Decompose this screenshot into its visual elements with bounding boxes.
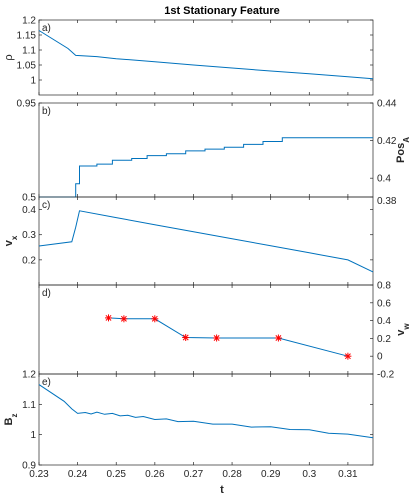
axes-box-5 bbox=[38, 373, 374, 466]
x-tick-label: 0.3 bbox=[302, 469, 316, 480]
y-tick-label: 0.5 bbox=[22, 193, 36, 204]
y-tick-label: 1.15 bbox=[17, 31, 37, 42]
x-tick-label: 0.23 bbox=[29, 469, 49, 480]
y-tick-label: 1.05 bbox=[17, 61, 37, 72]
y-right-axis-label-2-sub: A bbox=[402, 137, 411, 143]
y-axis-label-3-sub: x bbox=[10, 235, 19, 240]
figure-title: 1st Stationary Feature bbox=[164, 5, 280, 17]
asterisk-stroke bbox=[151, 315, 158, 322]
series-line-3 bbox=[38, 210, 374, 273]
y-tick-label: 1.2 bbox=[22, 370, 36, 381]
y-right-tick-label: 0.38 bbox=[377, 196, 397, 207]
y-axis-label-3: vx bbox=[3, 235, 19, 246]
y-right-axis-label-2-main: Pos bbox=[395, 143, 407, 163]
y-right-axis-label-4-sub: w bbox=[402, 323, 411, 331]
data-point-asterisk bbox=[105, 314, 112, 322]
series-line-4 bbox=[108, 317, 349, 357]
asterisk-stroke bbox=[344, 353, 351, 360]
series-line-5 bbox=[38, 384, 374, 439]
y-axis-label-5: Bz bbox=[3, 414, 19, 426]
x-tick-label: 0.27 bbox=[184, 469, 204, 480]
y-right-tick-label: 0.6 bbox=[377, 298, 391, 309]
y-tick-label: 1 bbox=[30, 430, 36, 441]
axes-box-2 bbox=[38, 102, 374, 198]
x-tick-label: 0.26 bbox=[145, 469, 165, 480]
y-right-tick-label: 0.8 bbox=[377, 281, 391, 292]
y-tick-label: 1.1 bbox=[22, 400, 36, 411]
y-right-tick-label: 0.2 bbox=[377, 334, 391, 345]
x-axis-label: t bbox=[220, 484, 224, 496]
y-tick-label: 0.95 bbox=[17, 99, 37, 110]
asterisk-stroke bbox=[275, 335, 282, 341]
y-right-tick-label: 0.4 bbox=[377, 174, 391, 185]
y-tick-label: 1.1 bbox=[22, 46, 36, 57]
data-point-asterisk bbox=[182, 334, 190, 341]
asterisk-stroke bbox=[105, 314, 112, 321]
axes-box-3 bbox=[38, 196, 374, 286]
x-tick-label: 0.31 bbox=[338, 469, 358, 480]
series-line-2 bbox=[39, 137, 373, 198]
y-axis-label-5-sub: z bbox=[10, 414, 19, 418]
y-axis-label-5-main: B bbox=[3, 417, 15, 425]
asterisk-stroke bbox=[182, 334, 189, 341]
panel-label-4: d) bbox=[42, 288, 51, 299]
y-tick-label: 1 bbox=[30, 76, 36, 87]
data-point-asterisk bbox=[344, 352, 352, 360]
panel-label-1: a) bbox=[42, 23, 51, 34]
data-point-asterisk bbox=[120, 315, 128, 323]
x-tick-label: 0.24 bbox=[68, 469, 88, 480]
data-point-asterisk bbox=[213, 334, 221, 342]
series-line-1 bbox=[38, 30, 374, 80]
panel-label-3: c) bbox=[42, 200, 50, 211]
y-right-tick-label: 0.42 bbox=[377, 136, 397, 147]
y-tick-label: 0.9 bbox=[22, 461, 36, 472]
y-axis-label-1-main: ρ bbox=[3, 54, 15, 60]
y-axis-label-1: ρ bbox=[3, 54, 15, 60]
panel-label-5: e) bbox=[42, 377, 51, 388]
panels: a) 1 1.05 1.1 1.15 1.2 ρ b) 0.5 0.95 0.4 0.42 0.44 Po… bbox=[3, 16, 411, 481]
data-point-asterisk bbox=[151, 315, 159, 323]
y-axis-label-3-main: v bbox=[3, 239, 15, 246]
asterisk-stroke bbox=[120, 315, 127, 322]
y-right-tick-label: 0.4 bbox=[377, 316, 391, 327]
y-right-tick-label: 0 bbox=[377, 352, 383, 363]
y-tick-label: 0.3 bbox=[22, 230, 36, 241]
y-right-axis-label-2: PosA bbox=[395, 137, 411, 163]
data-point-asterisk bbox=[274, 334, 282, 342]
y-tick-label: 1.2 bbox=[22, 16, 36, 27]
asterisk-stroke bbox=[213, 335, 220, 341]
y-right-tick-label: 0.44 bbox=[377, 99, 397, 110]
y-right-tick-label: -0.2 bbox=[377, 370, 395, 381]
y-right-axis-label-4-main: v bbox=[395, 329, 407, 336]
x-tick-label: 0.28 bbox=[222, 469, 242, 480]
y-right-axis-label-4: vw bbox=[395, 323, 411, 336]
axes-box-4 bbox=[38, 284, 374, 375]
axes-box-1 bbox=[38, 19, 374, 96]
x-tick-label: 0.25 bbox=[106, 469, 126, 480]
y-tick-label: 0.4 bbox=[22, 205, 36, 216]
x-tick-label: 0.29 bbox=[261, 469, 281, 480]
y-tick-label: 0.2 bbox=[22, 255, 36, 266]
panel-label-2: b) bbox=[42, 106, 51, 117]
